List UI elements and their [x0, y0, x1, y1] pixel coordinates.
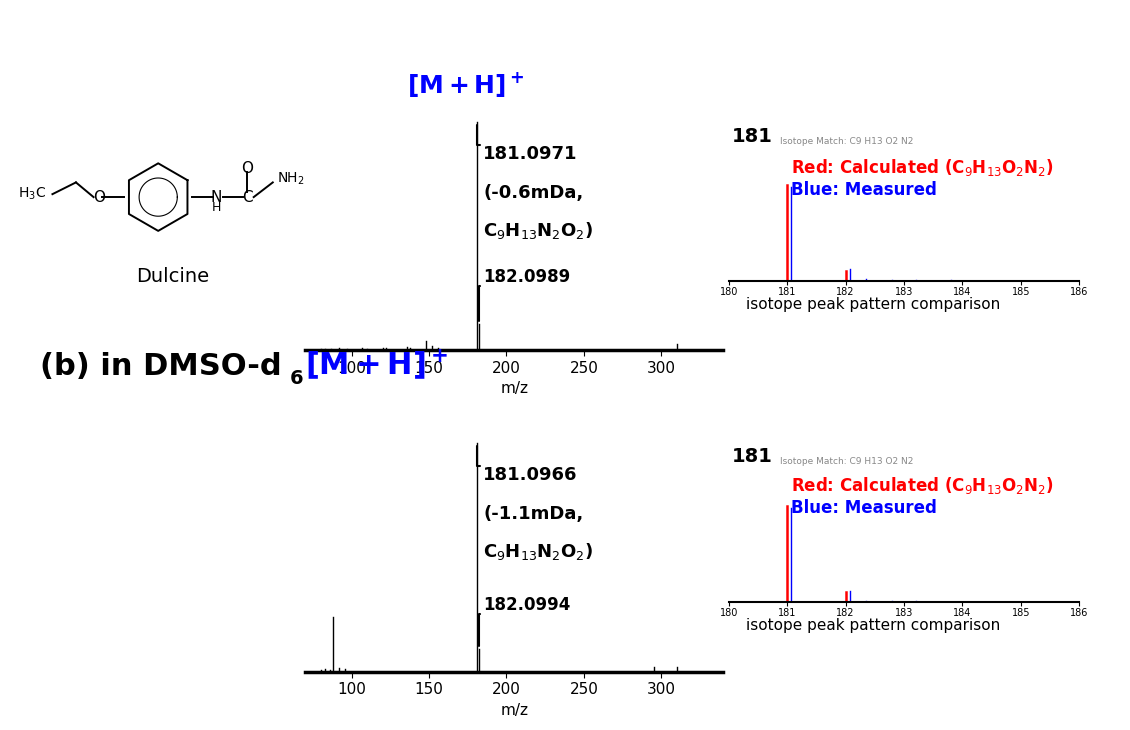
X-axis label: m/z: m/z [501, 381, 528, 396]
Text: N: N [210, 191, 221, 205]
X-axis label: m/z: m/z [501, 702, 528, 718]
Text: 181: 181 [732, 127, 773, 146]
Text: C: C [242, 191, 252, 205]
Text: Blue: Measured: Blue: Measured [791, 499, 937, 517]
Text: Red: Calculated (C$_9$H$_{13}$O$_2$N$_2$): Red: Calculated (C$_9$H$_{13}$O$_2$N$_2$… [791, 475, 1053, 496]
Text: 181.0966: 181.0966 [484, 466, 577, 484]
Text: 181.0971: 181.0971 [484, 145, 577, 163]
Text: $\bf{[M+H]^+}$: $\bf{[M+H]^+}$ [407, 70, 525, 99]
Text: O: O [94, 190, 105, 204]
Text: $\bf{[M+H]^+}$: $\bf{[M+H]^+}$ [305, 347, 449, 381]
Text: C$_9$H$_{13}$N$_2$O$_2$): C$_9$H$_{13}$N$_2$O$_2$) [484, 220, 593, 241]
Text: 181: 181 [732, 447, 773, 466]
Text: Red: Calculated (C$_9$H$_{13}$O$_2$N$_2$): Red: Calculated (C$_9$H$_{13}$O$_2$N$_2$… [791, 157, 1053, 178]
Text: Isotope Match: C9 H13 O2 N2: Isotope Match: C9 H13 O2 N2 [780, 137, 913, 146]
Text: 182.0994: 182.0994 [484, 596, 571, 615]
Text: C$_9$H$_{13}$N$_2$O$_2$): C$_9$H$_{13}$N$_2$O$_2$) [484, 542, 593, 562]
Text: Dulcine: Dulcine [137, 267, 209, 286]
Text: NH$_2$: NH$_2$ [277, 171, 304, 187]
Text: (-0.6mDa,: (-0.6mDa, [484, 183, 583, 201]
Text: H: H [211, 201, 220, 214]
Text: O: O [241, 161, 253, 176]
Text: 6: 6 [289, 369, 303, 388]
Text: Blue: Measured: Blue: Measured [791, 180, 937, 199]
Text: Isotope Match: C9 H13 O2 N2: Isotope Match: C9 H13 O2 N2 [780, 457, 913, 466]
Text: 182.0989: 182.0989 [484, 269, 571, 286]
Text: (-1.1mDa,: (-1.1mDa, [484, 504, 583, 523]
Text: H$_3$C: H$_3$C [18, 186, 46, 202]
Text: isotope peak pattern comparison: isotope peak pattern comparison [746, 297, 1000, 312]
Text: isotope peak pattern comparison: isotope peak pattern comparison [746, 618, 1000, 633]
Text: (b) in DMSO-d: (b) in DMSO-d [40, 352, 281, 381]
